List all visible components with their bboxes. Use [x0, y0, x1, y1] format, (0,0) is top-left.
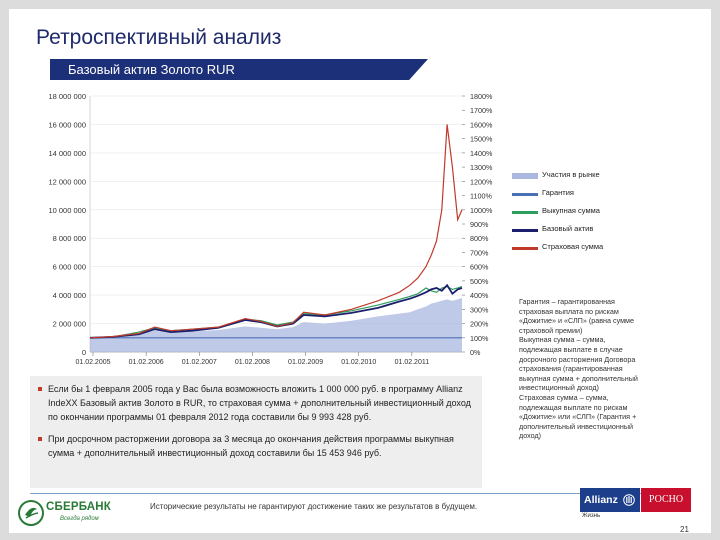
bullet-item: Если бы 1 февраля 2005 года у Вас была в…: [38, 382, 474, 424]
series-area-Участия в рынке: [90, 298, 462, 352]
y-right-tick-label: 1700%: [470, 106, 493, 115]
page-title: Ретроспективный анализ: [36, 26, 282, 49]
allianz-logo: Allianz: [580, 488, 640, 512]
y-right-tick-label: 400%: [470, 291, 489, 300]
footer-divider: [30, 493, 690, 494]
y-right-tick-label: 700%: [470, 248, 489, 257]
legend-item: Базовый актив: [510, 222, 660, 240]
legend-label: Участия в рынке: [542, 170, 600, 179]
note-sum-insured: Страховая сумма – сумма, подлежащая выпл…: [519, 392, 637, 441]
allianz-name: Allianz: [584, 494, 618, 506]
y-right-tick-label: 900%: [470, 220, 489, 229]
y-right-tick-label: 1200%: [470, 177, 493, 186]
note-surrender: Выкупная сумма – сумма, подлежащая выпла…: [519, 335, 638, 393]
y-left-tick-label: 14 000 000: [48, 149, 86, 158]
legend-label: Выкупная сумма: [542, 206, 600, 215]
note-guarantee: Гарантия – гарантированная страховая вып…: [519, 297, 634, 335]
legend-swatch: [512, 211, 538, 214]
x-tick-label: 01.02.2006: [129, 359, 164, 366]
y-left-tick-label: 0: [82, 348, 86, 357]
summary-box: Если бы 1 февраля 2005 года у Вас была в…: [30, 376, 482, 488]
y-left-tick-label: 2 000 000: [53, 320, 86, 329]
y-right-tick-label: 200%: [470, 320, 489, 329]
y-right-tick-label: 300%: [470, 305, 489, 314]
y-right-tick-label: 1000%: [470, 206, 493, 215]
series-line-Страховая сумма: [89, 124, 463, 339]
y-right-tick-label: 1600%: [470, 120, 493, 129]
y-right-tick-label: 500%: [470, 277, 489, 286]
legend-label: Гарантия: [542, 188, 574, 197]
x-tick-label: 01.02.2007: [182, 359, 217, 366]
y-right-tick-label: 1300%: [470, 163, 493, 172]
legend-item: Страховая сумма: [510, 240, 660, 258]
y-right-tick-label: 1800%: [470, 92, 493, 101]
sberbank-emblem-icon: [18, 500, 44, 526]
y-left-tick-label: 12 000 000: [48, 177, 86, 186]
x-tick-label: 01.02.2011: [395, 359, 430, 366]
y-right-tick-label: 0%: [470, 348, 481, 357]
legend-item: Участия в рынке: [510, 168, 660, 186]
bullet-item: При досрочном расторжении договора за 3 …: [38, 432, 474, 460]
y-left-tick-label: 6 000 000: [53, 263, 86, 272]
definitions-note: Гарантия – гарантированная страховая вып…: [519, 297, 647, 441]
x-tick-label: 01.02.2008: [235, 359, 270, 366]
legend-label: Страховая сумма: [542, 242, 604, 251]
chart-banner: Базовый актив Золото RUR: [50, 59, 428, 80]
y-right-tick-label: 1100%: [470, 192, 492, 201]
legend-swatch: [512, 173, 538, 179]
y-left-tick-label: 16 000 000: [48, 120, 86, 129]
y-left-tick-label: 18 000 000: [48, 92, 86, 101]
legend-swatch: [512, 247, 538, 250]
y-left-tick-label: 8 000 000: [53, 234, 86, 243]
y-right-tick-label: 600%: [470, 263, 489, 272]
x-tick-label: 01.02.2010: [341, 359, 376, 366]
legend-label: Базовый актив: [542, 224, 594, 233]
y-left-tick-label: 10 000 000: [48, 206, 86, 215]
legend-item: Выкупная сумма: [510, 204, 660, 222]
y-left-tick-label: 4 000 000: [53, 291, 86, 300]
x-tick-label: 01.02.2005: [75, 359, 110, 366]
x-tick-label: 01.02.2009: [288, 359, 323, 366]
y-right-tick-label: 1500%: [470, 135, 493, 144]
rosno-logo: РОСНО: [641, 488, 691, 512]
page-number: 21: [680, 525, 689, 534]
y-right-tick-label: 1400%: [470, 149, 493, 158]
rosno-life-label: Жизнь: [582, 513, 601, 519]
legend-swatch: [512, 229, 538, 232]
legend-swatch: [512, 193, 538, 196]
legend-item: Гарантия: [510, 186, 660, 204]
sberbank-name: СБЕРБАНК: [46, 501, 111, 513]
series-line-Базовый актив: [89, 283, 463, 339]
y-right-tick-label: 100%: [470, 334, 489, 343]
sberbank-logo: СБЕРБАНК Всегда рядом: [16, 497, 126, 529]
disclaimer: Исторические результаты не гарантируют д…: [150, 502, 478, 511]
allianz-eagle-icon: [623, 494, 635, 506]
chart-legend: Участия в рынке Гарантия Выкупная сумма …: [510, 168, 660, 258]
y-right-tick-label: 800%: [470, 234, 489, 243]
sberbank-tagline: Всегда рядом: [60, 516, 99, 522]
